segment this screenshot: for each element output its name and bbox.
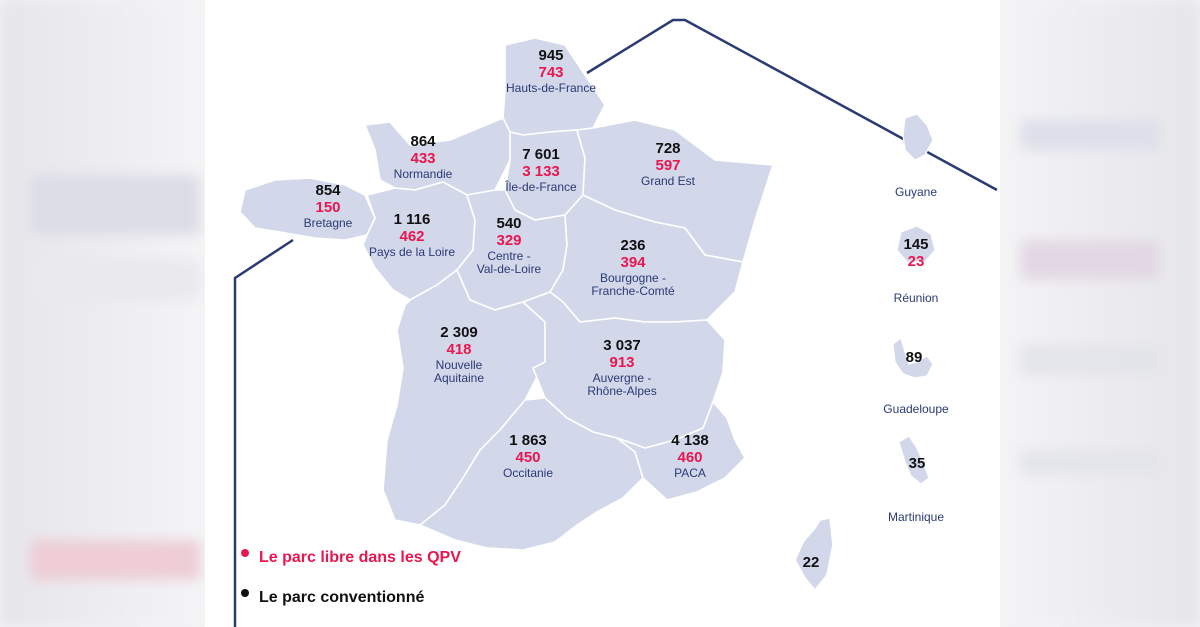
label-corse: 22: [803, 554, 820, 571]
conventionne-value: 728: [655, 140, 681, 157]
label-martinique-name: Martinique: [887, 510, 945, 525]
region-name: Normandie: [393, 166, 453, 181]
label-hauts-de-france: 945 743 Hauts-de-France: [506, 47, 596, 95]
label-bretagne: 854 150 Bretagne: [304, 182, 353, 230]
region-name: Bretagne: [303, 215, 353, 230]
label-grand-est: 728 597 Grand Est: [641, 140, 695, 188]
qpv-value: 597: [655, 157, 681, 175]
region-name: Martinique: [887, 510, 945, 524]
territory-guadeloupe: [892, 336, 934, 379]
qpv-value: 462: [399, 228, 425, 246]
legend-item-conventionne: Le parc conventionné: [241, 588, 425, 607]
label-martinique-value: 35: [909, 455, 926, 472]
label-auvergne-rhone-alpes: 3 037 913 Auvergne - Rhône-Alpes: [587, 337, 656, 399]
region-name-line2: Rhône-Alpes: [587, 384, 657, 399]
label-pays-de-la-loire: 1 116 462 Pays de la Loire: [369, 211, 455, 259]
label-guadeloupe-value: 89: [906, 349, 923, 366]
qpv-value: 743: [538, 64, 564, 82]
territory-guyane: [902, 113, 934, 161]
conventionne-value: 854: [315, 182, 341, 199]
conventionne-value: 945: [538, 47, 564, 64]
qpv-value: 329: [496, 232, 522, 250]
label-guadeloupe-name: Guadeloupe: [883, 402, 949, 417]
label-nouvelle-aquitaine: 2 309 418 Nouvelle Aquitaine: [434, 324, 484, 386]
qpv-value: 418: [446, 341, 472, 359]
region-name-line2: Val-de-Loire: [476, 262, 542, 277]
region-occitanie: [418, 397, 644, 551]
qpv-value: 3 133: [522, 163, 560, 181]
conventionne-value: 4 138: [671, 432, 709, 449]
region-name-line2: Aquitaine: [433, 371, 485, 386]
label-reunion: 145 23: [903, 236, 928, 271]
blurred-background-left: [0, 0, 205, 627]
qpv-value: 460: [677, 449, 703, 467]
frame-line: [586, 18, 998, 192]
region-name: Guadeloupe: [883, 402, 949, 416]
label-guyane: Guyane: [894, 185, 938, 200]
qpv-value: 23: [907, 253, 925, 271]
legend-label: Le parc libre dans les QPV: [259, 549, 461, 566]
region-name-line1: Bourgogne -: [599, 270, 667, 285]
map-graphic: [233, 18, 998, 627]
label-paca: 4 138 460 PACA: [671, 432, 709, 480]
region-name: Pays de la Loire: [368, 244, 456, 259]
region-name-line1: Nouvelle: [435, 357, 483, 372]
region-name: Hauts-de-France: [505, 80, 597, 95]
conventionne-value: 89: [905, 349, 923, 366]
region-name: PACA: [674, 465, 706, 480]
legend-item-qpv: Le parc libre dans les QPV: [241, 548, 461, 567]
conventionne-value: 864: [410, 133, 436, 150]
legend-dot-black: [241, 588, 249, 597]
label-occitanie: 1 863 450 Occitanie: [503, 432, 553, 480]
qpv-value: 913: [609, 354, 635, 372]
conventionne-value: 3 037: [603, 337, 641, 354]
label-ile-de-france: 7 601 3 133 Île-de-France: [505, 146, 576, 194]
conventionne-value: 1 863: [509, 432, 547, 449]
territory-martinique: [898, 435, 930, 485]
map-card: 945 743 Hauts-de-France 864 433 Normandi…: [205, 0, 1000, 627]
region-name-line1: Auvergne -: [592, 370, 652, 385]
blur-band: [1020, 240, 1160, 280]
region-name-line2: Franche-Comté: [591, 284, 675, 299]
qpv-value: 433: [410, 150, 436, 168]
blur-band: [1020, 345, 1160, 375]
legend-dot-red: [241, 548, 249, 557]
region-name: Grand Est: [640, 173, 696, 188]
blur-band: [30, 175, 200, 235]
qpv-value: 150: [315, 199, 341, 217]
qpv-value: 450: [515, 449, 541, 467]
conventionne-value: 7 601: [522, 146, 560, 163]
blur-band: [1020, 120, 1160, 150]
label-normandie: 864 433 Normandie: [394, 133, 453, 181]
france-mainland: [239, 37, 834, 592]
conventionne-value: 145: [903, 236, 929, 253]
conventionne-value: 35: [908, 455, 926, 472]
conventionne-value: 540: [496, 215, 522, 232]
blur-band: [30, 260, 200, 300]
region-paca: [616, 400, 746, 501]
conventionne-value: 1 116: [393, 211, 431, 228]
conventionne-value: 22: [802, 554, 820, 571]
region-name: Guyane: [894, 185, 938, 199]
region-name: Occitanie: [502, 465, 554, 480]
label-bourgogne-franche-comte: 236 394 Bourgogne - Franche-Comté: [591, 237, 674, 299]
territory-reunion: [896, 225, 936, 263]
frame-line: [233, 238, 294, 627]
region-name-line1: Centre -: [487, 248, 531, 263]
overseas-territories: [892, 113, 936, 485]
qpv-value: 394: [620, 254, 646, 272]
region-corse: [794, 517, 834, 592]
blur-band: [30, 540, 200, 580]
region-name: Réunion: [893, 291, 939, 305]
blurred-background-right: [995, 0, 1200, 627]
conventionne-value: 2 309: [440, 324, 478, 341]
blur-band: [1020, 450, 1160, 475]
region-name: Île-de-France: [505, 179, 577, 194]
conventionne-value: 236: [620, 237, 646, 254]
label-centre-val-de-loire: 540 329 Centre - Val-de-Loire: [477, 215, 541, 277]
label-reunion-name: Réunion: [893, 291, 939, 306]
legend-label: Le parc conventionné: [259, 589, 425, 606]
